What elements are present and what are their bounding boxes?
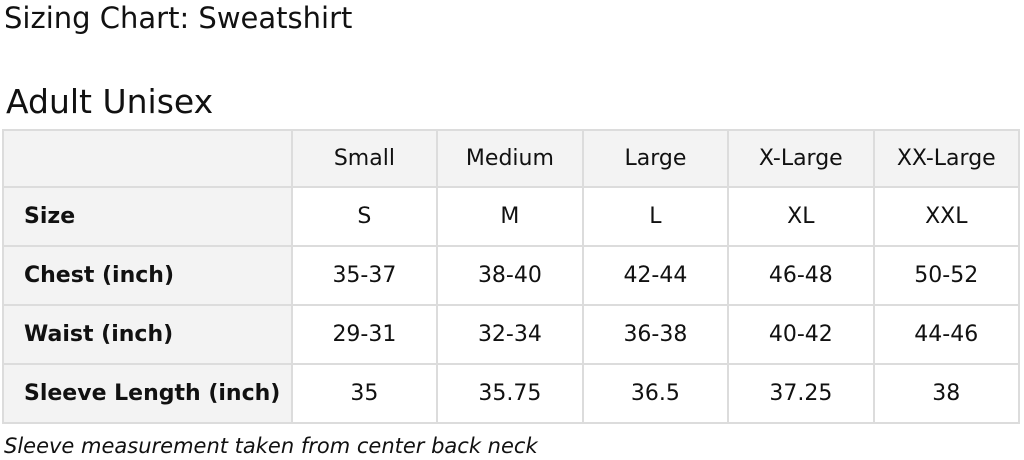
- column-header: Medium: [436, 129, 584, 188]
- section-title: Adult Unisex: [6, 82, 214, 121]
- footnote: Sleeve measurement taken from center bac…: [4, 434, 538, 458]
- table-cell: 40-42: [727, 304, 875, 365]
- sizing-table: Small Medium Large X-Large XX-Large Size…: [2, 129, 1021, 424]
- row-label: Size: [2, 186, 293, 247]
- column-header: XX-Large: [872, 129, 1021, 188]
- table-row: Sleeve Length (inch) 35 35.75 36.5 37.25…: [2, 363, 1021, 424]
- table-cell: 36-38: [581, 304, 730, 365]
- row-label: Sleeve Length (inch): [2, 363, 293, 424]
- table-cell: 46-48: [727, 245, 875, 306]
- table-cell: 37.25: [727, 363, 875, 424]
- table-cell: M: [436, 186, 584, 247]
- table-cell: 50-52: [872, 245, 1021, 306]
- table-cell: 35: [290, 363, 439, 424]
- table-row: Chest (inch) 35-37 38-40 42-44 46-48 50-…: [2, 245, 1021, 306]
- table-cell: XXL: [872, 186, 1021, 247]
- table-cell: 36.5: [581, 363, 730, 424]
- column-header: Large: [581, 129, 730, 188]
- table-row: Size S M L XL XXL: [2, 186, 1021, 247]
- table-cell: 38-40: [436, 245, 584, 306]
- column-header: X-Large: [727, 129, 875, 188]
- table-cell: XL: [727, 186, 875, 247]
- table-cell: 32-34: [436, 304, 584, 365]
- table-cell: 29-31: [290, 304, 439, 365]
- table-cell: 35.75: [436, 363, 584, 424]
- column-header: Small: [290, 129, 439, 188]
- header-row: Small Medium Large X-Large XX-Large: [2, 129, 1021, 188]
- table-cell: 44-46: [872, 304, 1021, 365]
- corner-header: [2, 129, 293, 188]
- table-cell: L: [581, 186, 730, 247]
- table-cell: 42-44: [581, 245, 730, 306]
- page-title: Sizing Chart: Sweatshirt: [4, 1, 353, 35]
- table-cell: 38: [872, 363, 1021, 424]
- table-row: Waist (inch) 29-31 32-34 36-38 40-42 44-…: [2, 304, 1021, 365]
- row-label: Waist (inch): [2, 304, 293, 365]
- row-label: Chest (inch): [2, 245, 293, 306]
- table-cell: S: [290, 186, 439, 247]
- table-cell: 35-37: [290, 245, 439, 306]
